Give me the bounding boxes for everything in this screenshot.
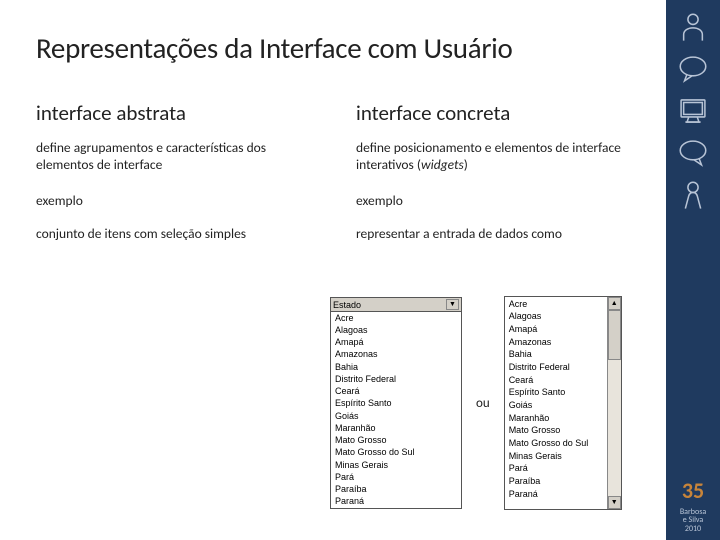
person-female-icon bbox=[673, 176, 713, 214]
listbox-item[interactable]: Amazonas bbox=[505, 336, 607, 349]
col-left: interface abstrata define agrupamentos e… bbox=[36, 100, 326, 252]
dropdown-item[interactable]: Paraíba bbox=[331, 484, 461, 496]
chevron-down-icon[interactable]: ▼ bbox=[446, 299, 459, 310]
sidebar: 35 Barbosa e Silva 2010 bbox=[666, 0, 720, 540]
listbox-item[interactable]: Paraíba bbox=[505, 476, 607, 489]
dropdown-item[interactable]: Distrito Federal bbox=[331, 373, 461, 385]
scrollbar-track[interactable] bbox=[608, 360, 621, 496]
dropdown-item[interactable]: Ceará bbox=[331, 386, 461, 398]
listbox-item[interactable]: Espírito Santo bbox=[505, 387, 607, 400]
widgets-row: Estado ▼ AcreAlagoasAmapáAmazonasBahiaDi… bbox=[330, 296, 670, 510]
listbox-item[interactable]: Ceará bbox=[505, 374, 607, 387]
listbox-item[interactable]: Alagoas bbox=[505, 311, 607, 324]
listbox-item[interactable]: Pará bbox=[505, 463, 607, 476]
listbox-item[interactable]: Goiás bbox=[505, 400, 607, 413]
citation-line3: 2010 bbox=[685, 524, 701, 534]
speech-bubble-icon bbox=[673, 50, 713, 88]
state-listbox[interactable]: AcreAlagoasAmapáAmazonasBahiaDistrito Fe… bbox=[504, 296, 622, 510]
right-header: interface concreta bbox=[356, 100, 646, 126]
listbox-item[interactable]: Bahia bbox=[505, 349, 607, 362]
content-grid: interface abstrata define agrupamentos e… bbox=[36, 100, 646, 252]
dropdown-item[interactable]: Minas Gerais bbox=[331, 459, 461, 471]
scroll-up-icon[interactable]: ▲ bbox=[608, 297, 621, 310]
ou-separator: ou bbox=[476, 396, 490, 411]
listbox-item[interactable]: Mato Grosso bbox=[505, 425, 607, 438]
right-label: exemplo bbox=[356, 192, 646, 209]
dropdown-item[interactable]: Espírito Santo bbox=[331, 398, 461, 410]
listbox-item[interactable]: Paraná bbox=[505, 488, 607, 501]
col-right: interface concreta define posicionamento… bbox=[356, 100, 646, 252]
dropdown-item[interactable]: Mato Grosso bbox=[331, 435, 461, 447]
computer-icon bbox=[673, 92, 713, 130]
right-desc: representar a entrada de dados como bbox=[356, 225, 646, 242]
dropdown-item[interactable]: Pará bbox=[331, 471, 461, 483]
dropdown-item[interactable]: Paraná bbox=[331, 496, 461, 508]
slide-title: Representações da Interface com Usuário bbox=[36, 30, 513, 66]
dropdown-item[interactable]: Bahia bbox=[331, 361, 461, 373]
state-dropdown[interactable]: Estado ▼ AcreAlagoasAmapáAmazonasBahiaDi… bbox=[330, 297, 462, 509]
citation: Barbosa e Silva 2010 bbox=[666, 508, 720, 534]
dropdown-item[interactable]: Amazonas bbox=[331, 349, 461, 361]
right-sub-suffix: ) bbox=[464, 156, 468, 173]
scrollbar[interactable]: ▲ ▼ bbox=[607, 297, 621, 509]
dropdown-selected: Estado bbox=[333, 300, 361, 310]
left-desc: conjunto de itens com seleção simples bbox=[36, 225, 326, 242]
listbox-item[interactable]: Amapá bbox=[505, 323, 607, 336]
scroll-down-icon[interactable]: ▼ bbox=[608, 496, 621, 509]
listbox-item[interactable]: Minas Gerais bbox=[505, 450, 607, 463]
left-header: interface abstrata bbox=[36, 100, 326, 126]
speech-bubble-2-icon bbox=[673, 134, 713, 172]
listbox-items: AcreAlagoasAmapáAmazonasBahiaDistrito Fe… bbox=[505, 297, 607, 509]
dropdown-item[interactable]: Alagoas bbox=[331, 324, 461, 336]
dropdown-item[interactable]: Goiás bbox=[331, 410, 461, 422]
person-male-icon bbox=[673, 8, 713, 46]
dropdown-item[interactable]: Acre bbox=[331, 312, 461, 324]
listbox-item[interactable]: Mato Grosso do Sul bbox=[505, 438, 607, 451]
listbox-item[interactable]: Maranhão bbox=[505, 412, 607, 425]
right-sub: define posicionamento e elementos de int… bbox=[356, 140, 646, 176]
dropdown-list: AcreAlagoasAmapáAmazonasBahiaDistrito Fe… bbox=[331, 312, 461, 508]
listbox-item[interactable]: Distrito Federal bbox=[505, 361, 607, 374]
dropdown-header[interactable]: Estado ▼ bbox=[331, 298, 461, 312]
left-label: exemplo bbox=[36, 192, 326, 209]
left-sub: define agrupamentos e características do… bbox=[36, 140, 326, 176]
page-number: 35 bbox=[666, 477, 720, 504]
right-sub-prefix: define posicionamento e elementos de int… bbox=[356, 139, 621, 173]
right-sub-italic: widgets bbox=[421, 156, 464, 173]
dropdown-item[interactable]: Mato Grosso do Sul bbox=[331, 447, 461, 459]
dropdown-item[interactable]: Maranhão bbox=[331, 422, 461, 434]
scrollbar-thumb[interactable] bbox=[608, 310, 621, 360]
dropdown-item[interactable]: Amapá bbox=[331, 337, 461, 349]
listbox-item[interactable]: Acre bbox=[505, 298, 607, 311]
